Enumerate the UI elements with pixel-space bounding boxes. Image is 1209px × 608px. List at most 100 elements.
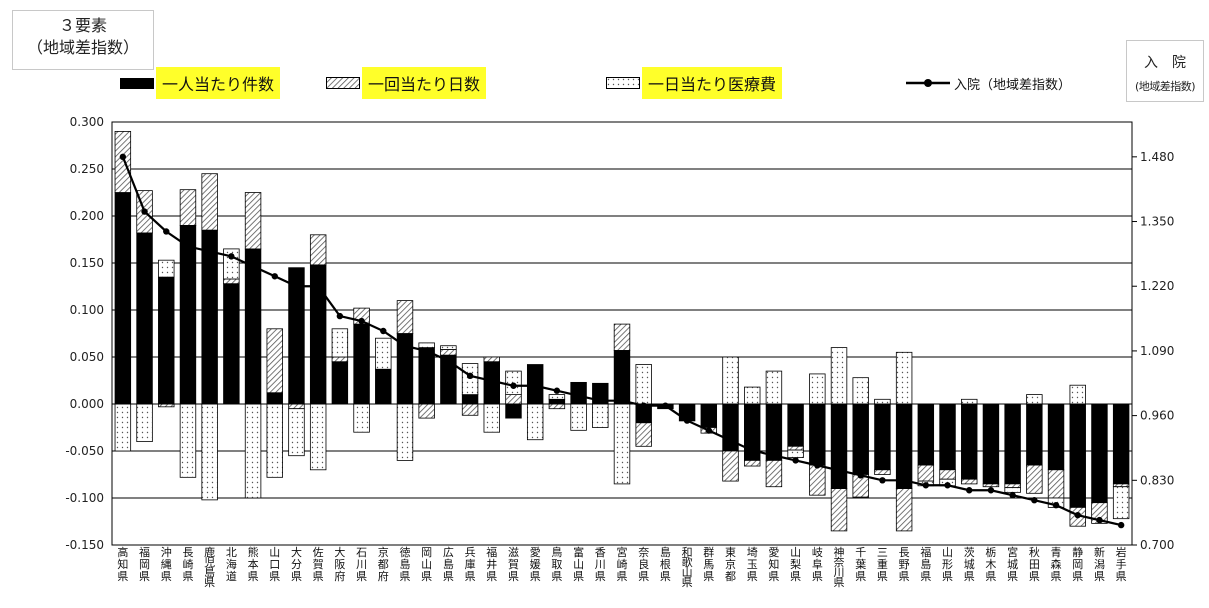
line-point: [814, 462, 821, 469]
bar-series3: [1004, 487, 1021, 493]
bar-series2: [309, 234, 327, 266]
bar-series1: [179, 224, 197, 405]
category-label: 滋賀県: [508, 546, 519, 583]
bar-series1: [353, 323, 370, 405]
category-label: 高知県: [117, 545, 128, 583]
bar-series3: [201, 403, 218, 501]
bar-series1: [765, 403, 783, 461]
bar-series1: [266, 392, 283, 405]
bar-series2: [114, 130, 132, 193]
line-point: [401, 342, 409, 350]
category-label: 茨城県: [964, 545, 975, 583]
right-tick-label: 1.220: [1140, 279, 1174, 293]
category-label: 兵庫県: [465, 546, 476, 583]
left-tick-label: 0.050: [70, 350, 104, 364]
category-label: 秋田県: [1029, 545, 1040, 583]
bar-series2: [483, 356, 500, 363]
right-tick-label: 0.700: [1140, 538, 1174, 552]
bar-series3: [744, 386, 761, 405]
line-point: [575, 392, 582, 399]
bar-series1: [461, 394, 479, 405]
bar-series2: [1047, 469, 1065, 499]
category-label: 大分県: [291, 545, 302, 583]
category-label: 奈良県: [638, 545, 649, 583]
category-label: 京都府: [378, 545, 389, 583]
bar-series2: [809, 464, 826, 496]
category-label: 大阪府: [334, 545, 345, 583]
bar-series1: [982, 403, 1000, 485]
left-tick-label: -0.050: [65, 444, 104, 458]
line-point: [966, 487, 973, 494]
line-point: [358, 317, 365, 325]
line-point: [1052, 501, 1060, 509]
category-label: 埼玉県: [747, 545, 758, 583]
bar-series2: [1112, 483, 1130, 488]
line-point: [249, 263, 257, 270]
category-label: 群馬県: [703, 545, 714, 583]
bar-series2: [635, 422, 652, 447]
bar-series1: [700, 403, 718, 428]
bar-series1: [1004, 403, 1021, 485]
bar-series3: [809, 373, 826, 405]
category-label: 長崎県: [182, 546, 193, 583]
category-label: 岡山県: [421, 546, 432, 583]
bar-series2: [787, 445, 804, 451]
category-label: 島根県: [660, 545, 671, 583]
left-axis-title-line1: ３要素: [58, 16, 107, 35]
left-tick-label: -0.100: [65, 491, 104, 505]
bar-series1: [787, 403, 804, 447]
line-point: [705, 427, 713, 434]
line-point: [1117, 521, 1125, 529]
left-tick-label: 0.000: [70, 397, 104, 411]
line-point: [466, 372, 474, 379]
line-point: [835, 467, 843, 474]
line-point: [553, 387, 561, 394]
bar-series3: [635, 364, 652, 405]
bar-series1: [158, 276, 175, 405]
line-point: [119, 153, 127, 161]
bar-series3: [765, 370, 783, 405]
legend-series3: 一日当たり医療費: [606, 66, 783, 100]
right-tick-label: 0.830: [1140, 473, 1174, 487]
line-point: [423, 347, 430, 355]
bar-series2: [744, 459, 761, 467]
category-label: 鳥取県: [551, 545, 562, 583]
category-label: 沖縄県: [161, 546, 172, 583]
left-tick-label: 0.200: [70, 209, 104, 223]
left-tick-label: 0.300: [70, 115, 104, 129]
category-label: 広島県: [443, 546, 454, 583]
bar-series3: [244, 403, 262, 499]
category-label: 富山県: [573, 545, 584, 583]
legend-label-series1: 一人当たり件数: [156, 67, 281, 99]
bar-series1: [895, 403, 913, 489]
bar-series2: [244, 192, 262, 250]
bar-series3: [787, 449, 804, 458]
bar-series2: [722, 450, 739, 482]
bar-series1: [852, 403, 869, 475]
bar-series3: [266, 403, 283, 478]
line-point: [445, 357, 452, 365]
bar-series1: [418, 347, 435, 405]
bar-series1: [1091, 403, 1108, 504]
legend-swatch-series2: [326, 77, 360, 89]
line-point: [531, 382, 539, 389]
bar-series2: [288, 403, 305, 410]
category-label: 山口県: [269, 546, 280, 583]
bar-series2: [266, 328, 283, 394]
bar-series1: [244, 248, 262, 405]
right-tick-label: 1.480: [1140, 150, 1174, 164]
line-point: [271, 273, 278, 280]
right-tick-label: 1.350: [1140, 215, 1174, 229]
category-label: 東京都: [725, 546, 736, 583]
category-label: 宮崎県: [617, 545, 628, 583]
category-label: 愛知県: [768, 546, 779, 583]
line-point: [618, 397, 626, 404]
category-label: 愛媛県: [530, 546, 541, 583]
bar-series1: [375, 368, 392, 405]
bar-series2: [440, 349, 457, 356]
left-tick-label: 0.250: [70, 162, 104, 176]
bar-series2: [939, 469, 956, 480]
bar-series3: [722, 356, 739, 405]
category-label: 福井県: [486, 545, 497, 583]
bar-series3: [874, 398, 891, 405]
